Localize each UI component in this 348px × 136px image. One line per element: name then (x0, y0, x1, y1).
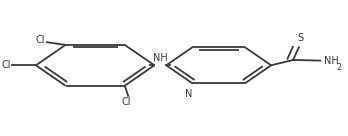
Text: NH: NH (324, 56, 338, 66)
Text: Cl: Cl (122, 97, 131, 107)
Text: NH: NH (153, 53, 168, 63)
Text: Cl: Cl (1, 60, 10, 70)
Text: S: S (298, 33, 304, 43)
Text: 2: 2 (337, 64, 341, 72)
Text: Cl: Cl (36, 35, 45, 45)
Text: N: N (185, 89, 193, 99)
